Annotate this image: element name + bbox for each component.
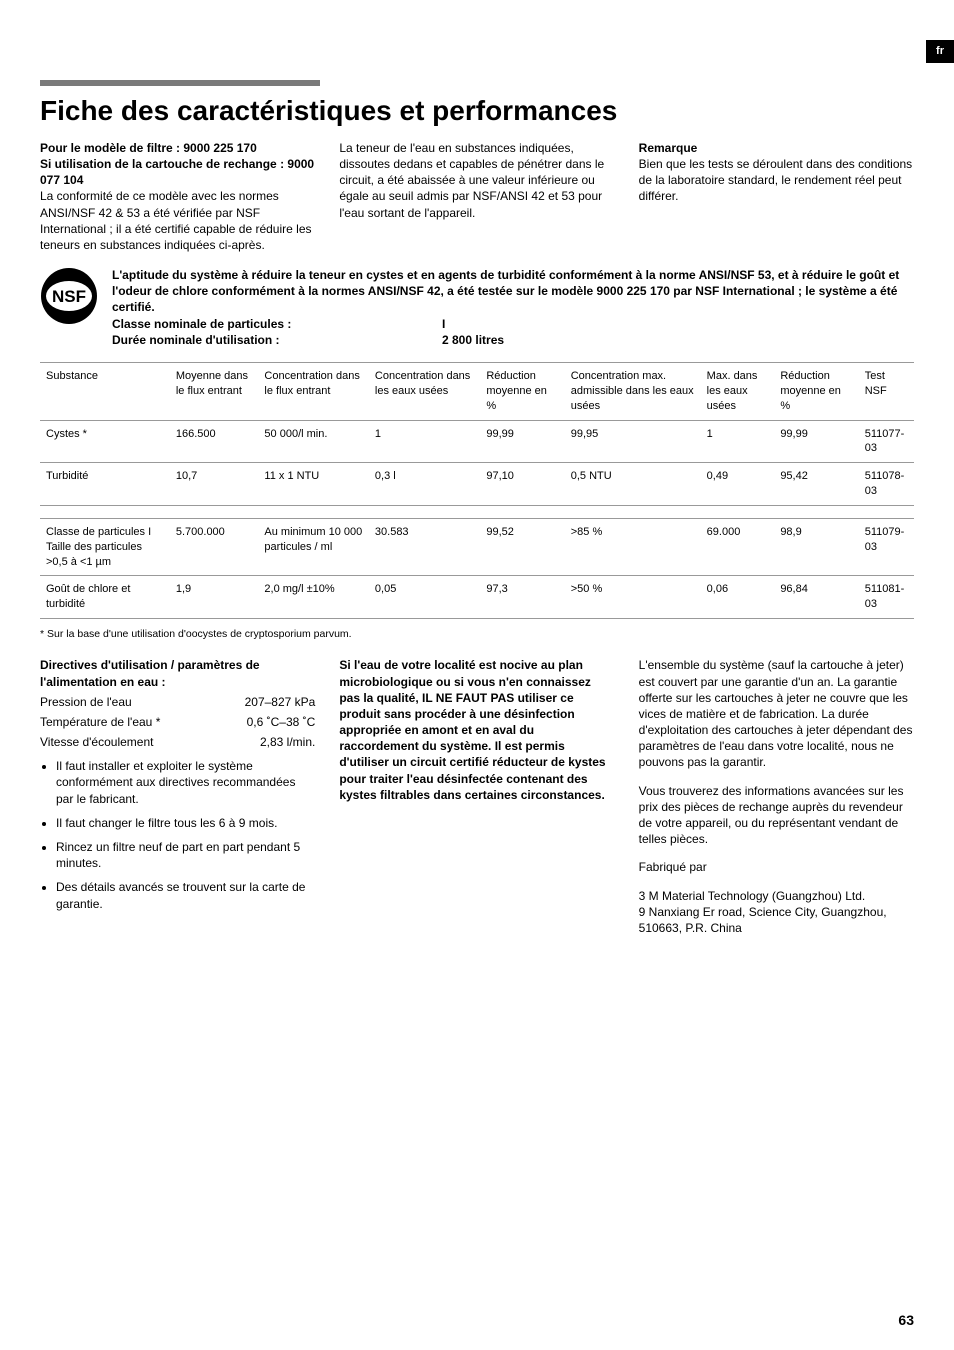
param-value: 2,83 l/min. <box>260 734 315 750</box>
intro-col3-para: Bien que les tests se déroulent dans des… <box>639 156 914 205</box>
lower-col-1: Directives d'utilisation / paramètres de… <box>40 657 315 936</box>
cell: 0,05 <box>369 576 480 619</box>
intro-columns: Pour le modèle de filtre : 9000 225 170 … <box>40 140 914 253</box>
manufactured-by: Fabriqué par <box>639 859 914 875</box>
cell: 511081-03 <box>859 576 914 619</box>
th-2: Concentration dans le flux entrant <box>258 363 368 421</box>
lower-col-2: Si l'eau de votre localité est nocive au… <box>339 657 614 936</box>
manufacturer-address: 3 M Material Technology (Guangzhou) Ltd.… <box>639 888 914 937</box>
nsf-particle-class-value: I <box>442 316 445 332</box>
th-3: Concentration dans les eaux usées <box>369 363 480 421</box>
cell: 511079-03 <box>859 518 914 576</box>
cell: 1 <box>701 420 775 463</box>
cell: 511078-03 <box>859 463 914 506</box>
th-7: Réduction moyenne en % <box>774 363 858 421</box>
param-row: Vitesse d'écoulement 2,83 l/min. <box>40 734 315 750</box>
cell: 0,5 NTU <box>565 463 701 506</box>
nsf-duration-value: 2 800 litres <box>442 332 504 348</box>
lower-col-3: L'ensemble du système (sauf la cartouche… <box>639 657 914 936</box>
cell: 96,84 <box>774 576 858 619</box>
th-4: Réduction moyenne en % <box>480 363 564 421</box>
list-item: Rincez un filtre neuf de part en part pe… <box>56 839 315 871</box>
table-row: Cystes * 166.500 50 000/l min. 1 99,99 9… <box>40 420 914 463</box>
cell: 166.500 <box>170 420 259 463</box>
intro-col-3: Remarque Bien que les tests se déroulent… <box>639 140 914 253</box>
intro-col-2: La teneur de l'eau en substances indiqué… <box>339 140 614 253</box>
table-footnote: * Sur la base d'une utilisation d'oocyst… <box>40 627 914 641</box>
param-label: Vitesse d'écoulement <box>40 734 153 750</box>
table-row: Goût de chlore et turbidité 1,9 2,0 mg/l… <box>40 576 914 619</box>
th-5: Concentration max. admissible dans les e… <box>565 363 701 421</box>
cell: 0,49 <box>701 463 775 506</box>
cell: 5.700.000 <box>170 518 259 576</box>
param-value: 207–827 kPa <box>245 694 316 710</box>
nsf-block: NSF L'aptitude du système à réduire la t… <box>40 267 914 348</box>
table-row: Classe de particules I Taille des partic… <box>40 518 914 576</box>
lower-columns: Directives d'utilisation / paramètres de… <box>40 657 914 936</box>
th-0: Substance <box>40 363 170 421</box>
cell: Classe de particules I Taille des partic… <box>40 518 170 576</box>
warranty-p1: L'ensemble du système (sauf la cartouche… <box>639 657 914 770</box>
cell: 98,9 <box>774 518 858 576</box>
param-row: Pression de l'eau 207–827 kPa <box>40 694 315 710</box>
warranty-p2: Vous trouverez des informations avancées… <box>639 783 914 848</box>
th-8: Test NSF <box>859 363 914 421</box>
cell: >85 % <box>565 518 701 576</box>
cell: 99,99 <box>774 420 858 463</box>
cell: 2,0 mg/l ±10% <box>258 576 368 619</box>
cell: 511077-03 <box>859 420 914 463</box>
page-title: Fiche des caractéristiques et performanc… <box>40 92 914 130</box>
nsf-text: L'aptitude du système à réduire la teneu… <box>112 267 914 348</box>
cell: 30.583 <box>369 518 480 576</box>
cell: 69.000 <box>701 518 775 576</box>
intro-model-line: Pour le modèle de filtre : 9000 225 170 <box>40 140 315 156</box>
intro-col1-para: La conformité de ce modèle avec les norm… <box>40 188 315 253</box>
cell: 0,06 <box>701 576 775 619</box>
cell: Cystes * <box>40 420 170 463</box>
nsf-particle-class-label: Classe nominale de particules : <box>112 316 442 332</box>
cell: 97,10 <box>480 463 564 506</box>
cell: 97,3 <box>480 576 564 619</box>
nsf-duration-label: Durée nominale d'utilisation : <box>112 332 442 348</box>
cell: 1,9 <box>170 576 259 619</box>
cell: 99,52 <box>480 518 564 576</box>
intro-cartridge-line: Si utilisation de la cartouche de rechan… <box>40 156 315 188</box>
table-spacer <box>40 505 914 518</box>
list-item: Il faut changer le filtre tous les 6 à 9… <box>56 815 315 831</box>
nsf-logo-icon: NSF <box>40 267 98 329</box>
param-row: Température de l'eau * 0,6 ˚C–38 ˚C <box>40 714 315 730</box>
bullet-list: Il faut installer et exploiter le systèm… <box>40 758 315 912</box>
param-label: Température de l'eau * <box>40 714 160 730</box>
cell: 99,99 <box>480 420 564 463</box>
cell: 50 000/l min. <box>258 420 368 463</box>
cell: 11 x 1 NTU <box>258 463 368 506</box>
param-label: Pression de l'eau <box>40 694 132 710</box>
cell: Turbidité <box>40 463 170 506</box>
svg-text:NSF: NSF <box>52 287 86 306</box>
cell: Au minimum 10 000 particules / ml <box>258 518 368 576</box>
cell: 95,42 <box>774 463 858 506</box>
cell: 10,7 <box>170 463 259 506</box>
language-tab: fr <box>926 40 954 63</box>
cell: 1 <box>369 420 480 463</box>
list-item: Il faut installer et exploiter le systèm… <box>56 758 315 807</box>
intro-col-1: Pour le modèle de filtre : 9000 225 170 … <box>40 140 315 253</box>
list-item: Des détails avancés se trouvent sur la c… <box>56 879 315 911</box>
th-1: Moyenne dans le flux entrant <box>170 363 259 421</box>
cell: 99,95 <box>565 420 701 463</box>
cell: >50 % <box>565 576 701 619</box>
param-value: 0,6 ˚C–38 ˚C <box>247 714 316 730</box>
page-number: 63 <box>898 1311 914 1330</box>
cell: 0,3 l <box>369 463 480 506</box>
th-6: Max. dans les eaux usées <box>701 363 775 421</box>
table-row: Turbidité 10,7 11 x 1 NTU 0,3 l 97,10 0,… <box>40 463 914 506</box>
performance-table: Substance Moyenne dans le flux entrant C… <box>40 362 914 619</box>
cell: Goût de chlore et turbidité <box>40 576 170 619</box>
section-rule <box>40 80 320 86</box>
warning-para: Si l'eau de votre localité est nocive au… <box>339 657 614 803</box>
intro-col2-para: La teneur de l'eau en substances indiqué… <box>339 140 614 221</box>
intro-col3-head: Remarque <box>639 140 914 156</box>
nsf-line1: L'aptitude du système à réduire la teneu… <box>112 267 914 316</box>
params-head: Directives d'utilisation / paramètres de… <box>40 657 315 689</box>
